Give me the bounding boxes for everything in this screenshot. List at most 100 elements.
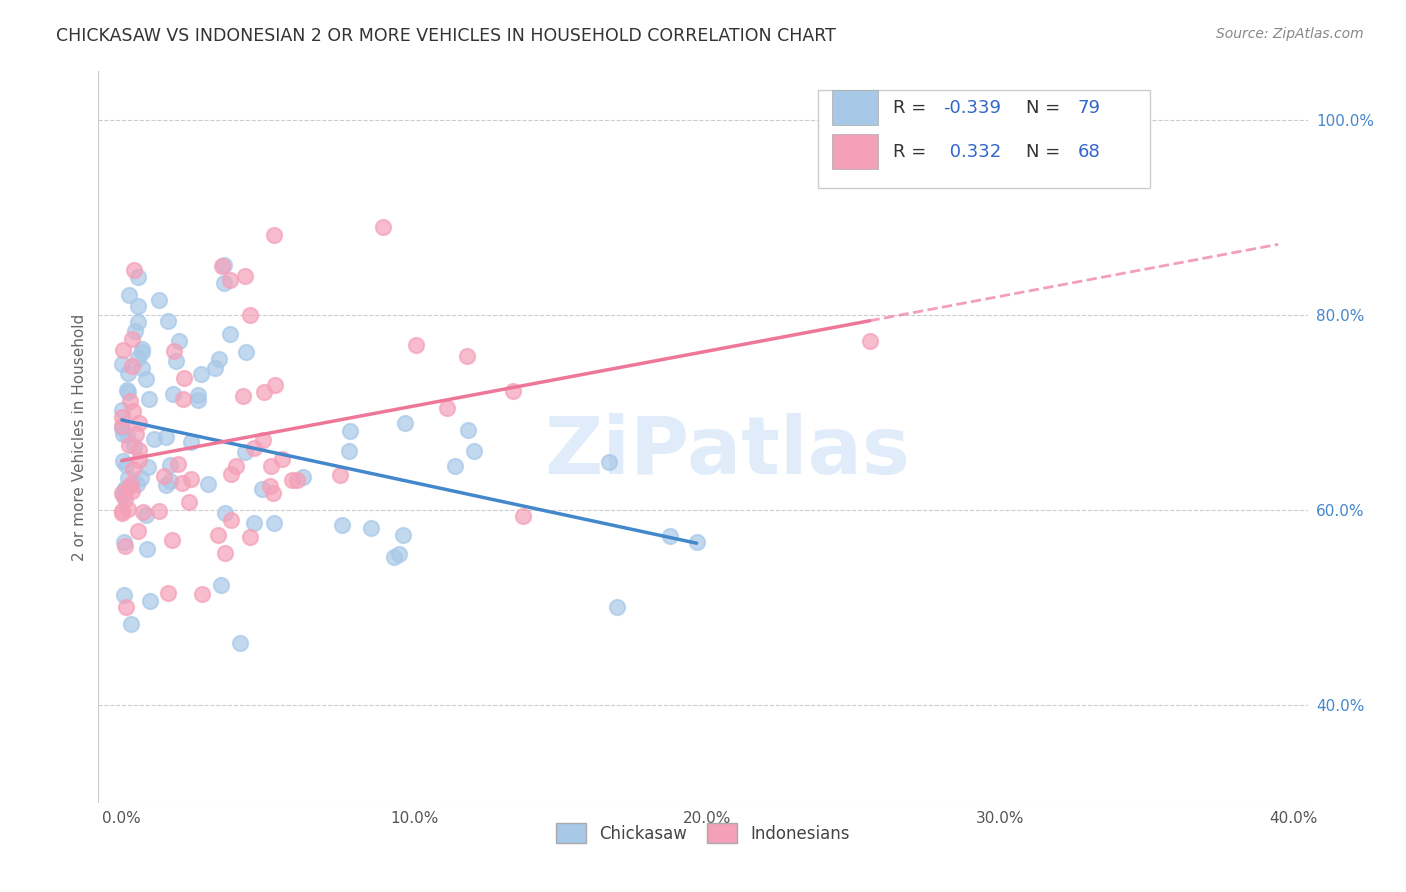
Point — [121, 332, 143, 346]
Text: Source: ZipAtlas.com: Source: ZipAtlas.com — [1216, 27, 1364, 41]
Point — [114, 482, 136, 496]
Point — [118, 437, 141, 451]
Point — [444, 458, 467, 473]
Point — [143, 432, 166, 446]
Point — [658, 528, 681, 542]
Point — [112, 534, 135, 549]
Point — [180, 472, 202, 486]
Point — [238, 308, 260, 322]
Point — [111, 427, 134, 442]
Point — [117, 471, 139, 485]
Text: 68: 68 — [1078, 143, 1101, 161]
Point — [209, 578, 232, 592]
Point — [260, 459, 283, 474]
Legend: Chickasaw, Indonesians: Chickasaw, Indonesians — [550, 817, 856, 849]
Point — [114, 492, 136, 507]
Point — [280, 473, 302, 487]
Point — [187, 393, 209, 408]
Point — [858, 334, 880, 348]
Point — [155, 478, 177, 492]
Point — [211, 259, 233, 273]
Point — [114, 539, 136, 553]
Point — [339, 424, 361, 438]
Point — [264, 378, 287, 392]
Point — [285, 473, 308, 487]
Point — [121, 403, 143, 417]
Point — [138, 392, 160, 407]
Point — [250, 482, 273, 496]
Point — [139, 594, 162, 608]
Point — [252, 433, 274, 447]
Point — [162, 387, 184, 401]
Point — [111, 421, 134, 435]
FancyBboxPatch shape — [818, 90, 1150, 188]
Point — [212, 258, 235, 272]
Point — [135, 508, 157, 522]
Point — [214, 546, 236, 560]
Point — [242, 516, 264, 530]
Point — [117, 384, 139, 399]
Point — [117, 427, 139, 442]
Point — [218, 327, 240, 342]
Point — [127, 299, 149, 313]
Point — [436, 401, 458, 415]
Point — [129, 470, 152, 484]
Point — [111, 402, 134, 417]
Point — [127, 351, 149, 365]
Point — [127, 270, 149, 285]
Point — [170, 476, 193, 491]
Point — [125, 427, 148, 442]
Point — [235, 445, 257, 459]
Point — [271, 451, 294, 466]
Point — [190, 367, 212, 381]
Text: R =: R = — [893, 143, 932, 161]
Point — [112, 488, 135, 502]
Y-axis label: 2 or more Vehicles in Household: 2 or more Vehicles in Household — [72, 313, 87, 561]
Point — [180, 435, 202, 450]
Point — [235, 344, 257, 359]
Point — [157, 313, 180, 327]
Point — [111, 343, 134, 357]
Point — [136, 459, 159, 474]
Point — [111, 419, 134, 434]
Point — [131, 361, 153, 376]
Point — [173, 370, 195, 384]
Point — [111, 506, 134, 520]
Point — [111, 486, 134, 500]
Point — [128, 452, 150, 467]
Point — [263, 516, 285, 530]
Text: N =: N = — [1026, 143, 1066, 161]
Point — [115, 599, 138, 614]
Point — [131, 342, 153, 356]
Point — [291, 470, 314, 484]
Point — [190, 587, 212, 601]
Point — [155, 429, 177, 443]
Point — [225, 459, 247, 474]
Point — [167, 334, 190, 349]
Point — [122, 439, 145, 453]
Point — [135, 372, 157, 386]
Point — [131, 344, 153, 359]
Point — [598, 455, 620, 469]
Point — [392, 527, 415, 541]
Point — [117, 366, 139, 380]
Point — [502, 384, 524, 398]
Point — [127, 524, 149, 538]
Point — [127, 476, 149, 491]
Text: 0.332: 0.332 — [943, 143, 1001, 161]
Point — [167, 457, 190, 471]
Point — [122, 461, 145, 475]
Point — [221, 467, 243, 481]
Point — [232, 389, 254, 403]
Point — [463, 443, 485, 458]
Point — [159, 474, 181, 488]
Point — [253, 384, 276, 399]
Text: N =: N = — [1026, 99, 1066, 117]
Point — [153, 469, 176, 483]
Point — [512, 508, 534, 523]
Point — [233, 268, 256, 283]
Bar — [832, 135, 879, 169]
Point — [136, 541, 159, 556]
Point — [187, 387, 209, 401]
Point — [262, 486, 284, 500]
